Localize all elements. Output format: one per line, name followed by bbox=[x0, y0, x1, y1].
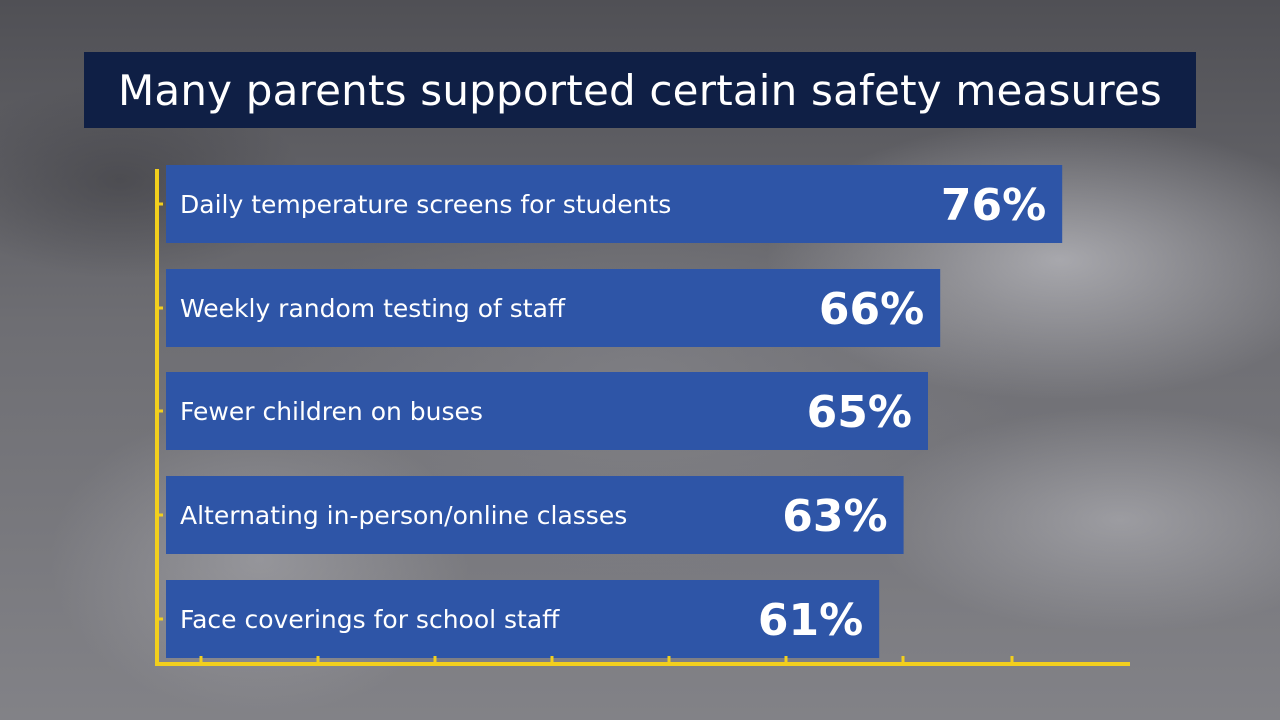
bar-2 bbox=[166, 269, 941, 347]
title-banner: Many parents supported certain safety me… bbox=[84, 52, 1196, 128]
chart-title: Many parents supported certain safety me… bbox=[117, 65, 1163, 115]
bar-label-2: Weekly random testing of staff bbox=[180, 294, 566, 323]
bar-label-1: Daily temperature screens for students bbox=[180, 190, 671, 219]
bar-label-4: Alternating in-person/online classes bbox=[180, 501, 627, 530]
bar-5 bbox=[166, 580, 880, 658]
bar-value-2: 66% bbox=[819, 284, 924, 335]
bar-4 bbox=[166, 476, 904, 554]
bar-value-1: 76% bbox=[941, 180, 1046, 231]
bar-value-5: 61% bbox=[758, 595, 863, 646]
bar-label-5: Face coverings for school staff bbox=[180, 605, 560, 634]
bar-value-4: 63% bbox=[782, 491, 887, 542]
bar-3 bbox=[166, 372, 928, 450]
bar-label-3: Fewer children on buses bbox=[180, 397, 483, 426]
bar-1 bbox=[166, 165, 1063, 243]
bar-value-3: 65% bbox=[807, 387, 912, 438]
